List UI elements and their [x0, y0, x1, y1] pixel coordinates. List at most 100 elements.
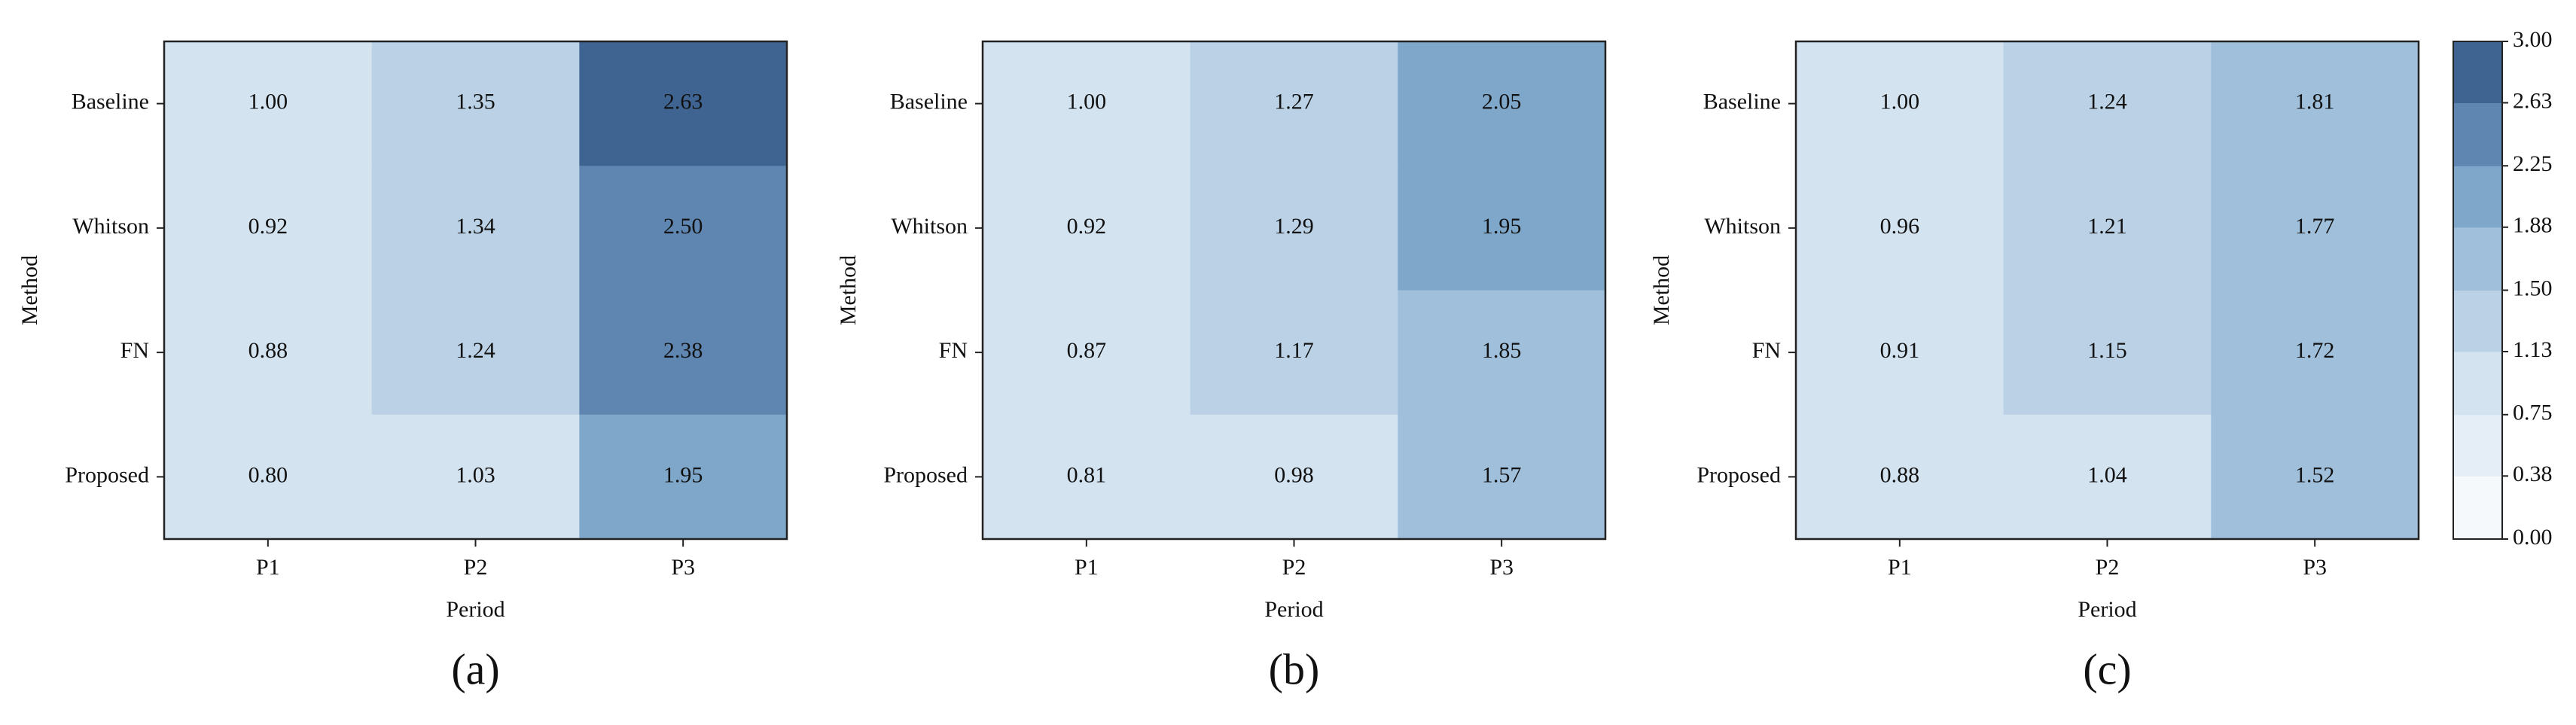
cell	[1796, 414, 2004, 540]
colorbar-bin	[2453, 227, 2502, 291]
cell	[1190, 414, 1398, 540]
panel-title: (a)	[451, 644, 499, 693]
colorbar-tick-label: 0.75	[2513, 401, 2553, 425]
y-axis-label: Method	[1649, 255, 1674, 325]
x-tick-label: P2	[1282, 555, 1306, 580]
colorbar-tick-label: 1.88	[2513, 213, 2553, 238]
cell-label: 2.05	[1482, 90, 1522, 114]
cell-label: 0.92	[1067, 214, 1107, 239]
cell-label: 1.24	[456, 338, 495, 363]
cell	[2211, 414, 2419, 540]
cell	[983, 414, 1191, 540]
y-tick-label: Whitson	[891, 214, 968, 239]
colorbar-bin	[2453, 476, 2502, 540]
cell-label: 1.52	[2295, 462, 2335, 487]
cell-label: 1.21	[2087, 214, 2127, 239]
colorbar-bin	[2453, 352, 2502, 416]
y-axis-label: Method	[17, 255, 42, 325]
cell	[983, 166, 1191, 291]
colorbar-bin	[2453, 41, 2502, 104]
colorbar-tick-label: 3.00	[2513, 27, 2553, 52]
x-axis-label: Period	[2078, 597, 2136, 622]
cell-label: 1.03	[456, 462, 495, 487]
y-tick-label: Baseline	[72, 90, 149, 114]
cell-label: 2.38	[663, 338, 703, 363]
x-tick-label: P1	[1888, 555, 1912, 580]
y-tick-label: FN	[120, 338, 149, 363]
cell	[164, 166, 373, 291]
cell-label: 1.04	[2087, 462, 2127, 487]
cell-label: 1.29	[1274, 214, 1314, 239]
panel-title: (c)	[2083, 644, 2131, 693]
cell	[579, 41, 788, 166]
colorbar-tick-label: 0.00	[2513, 525, 2553, 550]
cell-label: 1.15	[2087, 338, 2127, 363]
cell	[1190, 290, 1398, 416]
cell-label: 2.63	[663, 90, 703, 114]
x-tick-label: P2	[2096, 555, 2120, 580]
cell-label: 1.27	[1274, 90, 1314, 114]
cell-label: 1.95	[663, 462, 703, 487]
cell-label: 0.80	[248, 462, 288, 487]
colorbar-tick-label: 1.13	[2513, 337, 2553, 362]
cell-label: 1.24	[2087, 90, 2127, 114]
cell	[1796, 290, 2004, 416]
cell-label: 1.77	[2295, 214, 2335, 239]
cell-label: 1.57	[1482, 462, 1522, 487]
colorbar-tick-label: 2.25	[2513, 151, 2553, 176]
cell	[579, 414, 788, 540]
cell	[164, 41, 373, 166]
cell-label: 1.72	[2295, 338, 2335, 363]
cell-label: 1.00	[1067, 90, 1107, 114]
x-tick-label: P3	[2303, 555, 2327, 580]
cell-label: 0.87	[1067, 338, 1107, 363]
cell-label: 0.96	[1880, 214, 1920, 239]
cell-label: 1.00	[1880, 90, 1920, 114]
cell	[2003, 290, 2212, 416]
cell	[1796, 166, 2004, 291]
x-tick-label: P1	[256, 555, 280, 580]
colorbar-bin	[2453, 290, 2502, 352]
cell	[371, 166, 580, 291]
x-tick-label: P3	[1489, 555, 1514, 580]
x-axis-label: Period	[446, 597, 505, 622]
y-tick-label: FN	[1752, 338, 1781, 363]
cell-label: 2.50	[663, 214, 703, 239]
cell	[1398, 41, 1606, 166]
y-tick-label: Proposed	[883, 462, 968, 487]
cell	[1190, 166, 1398, 291]
x-tick-label: P3	[671, 555, 695, 580]
colorbar-bin	[2453, 102, 2502, 166]
cell	[164, 290, 373, 416]
colorbar-bin	[2453, 414, 2502, 477]
cell-label: 0.91	[1880, 338, 1920, 363]
cell	[1796, 41, 2004, 166]
panel-title: (b)	[1269, 644, 1320, 693]
cell-label: 1.85	[1482, 338, 1522, 363]
y-tick-label: Whitson	[1704, 214, 1781, 239]
colorbar-tick-label: 2.63	[2513, 88, 2553, 113]
cell	[1398, 414, 1606, 540]
cell	[983, 41, 1191, 166]
cell	[983, 290, 1191, 416]
cell	[371, 290, 580, 416]
y-tick-label: Baseline	[890, 90, 968, 114]
cell-label: 0.92	[248, 214, 288, 239]
cell-label: 0.81	[1067, 462, 1107, 487]
colorbar-tick-label: 1.50	[2513, 276, 2553, 300]
cell	[1190, 41, 1398, 166]
cell	[579, 290, 788, 416]
cell	[2211, 41, 2419, 166]
cell	[579, 166, 788, 291]
y-axis-label: Method	[836, 255, 861, 325]
cell-label: 1.81	[2295, 90, 2335, 114]
cell-label: 0.88	[1880, 462, 1920, 487]
cell-label: 1.95	[1482, 214, 1522, 239]
cell	[371, 414, 580, 540]
x-axis-label: Period	[1264, 597, 1323, 622]
y-tick-label: Baseline	[1703, 90, 1781, 114]
cell	[371, 41, 580, 166]
cell	[164, 414, 373, 540]
colorbar-tick-label: 0.38	[2513, 462, 2553, 486]
